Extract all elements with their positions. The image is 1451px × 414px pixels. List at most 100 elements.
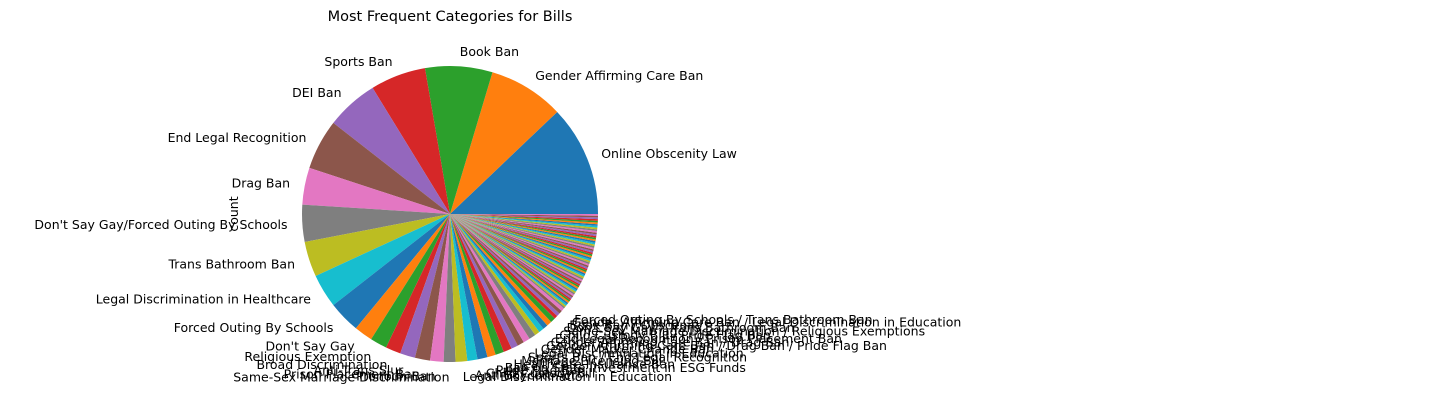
pie-slice (386, 214, 450, 354)
pie-slice (450, 214, 581, 285)
pie-slice (450, 214, 530, 343)
pie-slice (450, 214, 548, 329)
pie-slice (450, 214, 583, 282)
pie-slice-label: Forced Outing By Schools / Trans Bathroo… (574, 312, 872, 327)
pie-slice-label: Gender Affirming Care Ban / Drag Ban / P… (546, 338, 887, 353)
pie-slice (302, 204, 450, 242)
pie-slice (443, 214, 456, 363)
pie-slice (450, 214, 578, 291)
pie-slice (400, 214, 450, 358)
pie-slice-label: Healthcare Insurance Ban (514, 356, 676, 371)
pie-slice (450, 214, 536, 339)
pie-slice-label: Legal Discrimination in Healthcare (96, 291, 312, 306)
pie-slice-label: Legal Discrimination in Education (534, 346, 743, 361)
pie-slice (309, 122, 450, 214)
pie-slice-label: Ban on State Investment in ESG Funds (505, 360, 746, 375)
pie-slice (450, 214, 597, 240)
pie-slice (450, 214, 582, 283)
pie-slice (450, 214, 598, 220)
pie-slice (450, 214, 558, 319)
pie-slice (355, 214, 450, 340)
pie-slice (450, 214, 567, 308)
pie-slice-label: Religious Exemption (244, 349, 371, 364)
pie-slice (450, 214, 594, 252)
pie-slice (315, 214, 450, 306)
pie-slice (450, 214, 598, 230)
pie-slice (450, 214, 587, 273)
pie-slice-label: DEI Ban (292, 85, 341, 100)
pie-slice (450, 214, 595, 247)
pie-slice-label: Forced Outing By Schools (174, 320, 334, 335)
pie-slice (450, 214, 596, 243)
pie-slice (450, 214, 591, 261)
chart-title: Most Frequent Categories for Bills (328, 9, 573, 25)
pie-slice (450, 214, 591, 263)
pie-slice-label: Gender Affirming Care Ban / Drag Ban (551, 335, 790, 350)
pie-slice-label: Gender Marker Change Ban (541, 342, 714, 357)
pie-slice-label: Child Custody Bill / Pride Flag Ban (559, 327, 771, 342)
pie-slice-label: Marriage Licensing Bill (521, 353, 662, 368)
pie-slice (450, 214, 576, 295)
pie-slice (414, 214, 450, 361)
pie-slice (371, 214, 450, 348)
pie-slice (450, 214, 562, 314)
y-axis-label: count (226, 196, 241, 231)
pie-slice-label: Gender Affirming Care Ban / Legal Discri… (572, 315, 962, 330)
pie-slice (450, 214, 577, 292)
pie-slice (450, 214, 568, 306)
pie-slice-label: Anti-Boycott Act (475, 367, 576, 382)
pie-slice-label: Sports Ban (324, 54, 392, 69)
pie-slice (450, 214, 560, 317)
pie-slice (450, 214, 572, 301)
pie-slice (450, 214, 598, 218)
pie-slice (450, 214, 589, 269)
pie-slice (450, 214, 587, 274)
pie-slice (424, 65, 493, 214)
pie-slice (450, 214, 597, 238)
pie-slice (333, 87, 450, 214)
pie-slice (450, 214, 598, 226)
pie-slice (450, 214, 592, 260)
pie-slice (450, 214, 597, 235)
pie-slice (450, 72, 558, 214)
pie-slice-label: Legal Discrimination in Education (463, 369, 672, 384)
pie-slice (450, 214, 592, 258)
pie-slice (450, 214, 585, 277)
pie-slice-label: Anti-Trans Slur (314, 363, 405, 378)
pie-slice (450, 214, 512, 352)
pie-slice-label: Trans Bathroom Ban (167, 256, 295, 271)
pie-slice (450, 214, 594, 253)
pie-slice-label: Pronoun Ban (356, 369, 435, 384)
pie-slice (450, 214, 555, 323)
pie-slice (450, 214, 544, 332)
pie-slice (450, 214, 596, 245)
pie-slice (450, 214, 574, 298)
pie-slice (450, 214, 575, 297)
pie-slice-label: End Legal Recognition / Prison Placement… (555, 331, 842, 346)
pie-slice (450, 214, 566, 309)
pie-slice (333, 214, 450, 329)
pie-slice (450, 214, 564, 312)
pie-slice (430, 214, 450, 362)
pie-labels: Online Obscenity Law Gender Affirming Car… (34, 44, 961, 384)
pie-slice (450, 214, 504, 355)
pie-slice (450, 214, 598, 232)
pie-slice (302, 167, 450, 214)
pie-slice (450, 214, 589, 268)
pie-slices (302, 65, 598, 363)
pie-slice-label: Sports Ban / End Legal Recognition (528, 350, 747, 365)
pie-slice-label: Drag Ban (232, 176, 291, 191)
pie-slice (450, 214, 496, 358)
pie-slice (450, 214, 588, 271)
pie-slice-label: Don't Say Gay/Forced Outing By Schools (34, 217, 287, 232)
pie-slice (450, 214, 590, 265)
pie-slice-label: Don't Say Gay (265, 339, 355, 354)
pie-slice (450, 214, 571, 302)
pie-slice (450, 214, 569, 305)
pie-slice (450, 214, 598, 225)
pie-slice (450, 214, 573, 299)
pie-slice (450, 214, 478, 361)
pie-slice (450, 214, 597, 237)
